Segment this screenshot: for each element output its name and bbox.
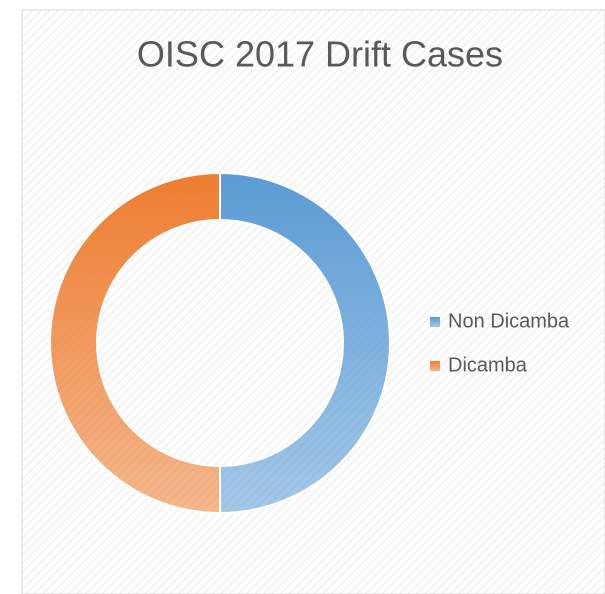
legend-label: Dicamba <box>448 354 528 376</box>
chart-area <box>21 9 605 594</box>
donut-segment <box>219 171 391 515</box>
donut-segment <box>49 171 221 515</box>
legend-label: Non Dicamba <box>448 310 570 332</box>
legend-swatch <box>430 317 440 327</box>
legend-swatch <box>430 361 440 371</box>
chart-title: OISC 2017 Drift Cases <box>137 34 503 75</box>
